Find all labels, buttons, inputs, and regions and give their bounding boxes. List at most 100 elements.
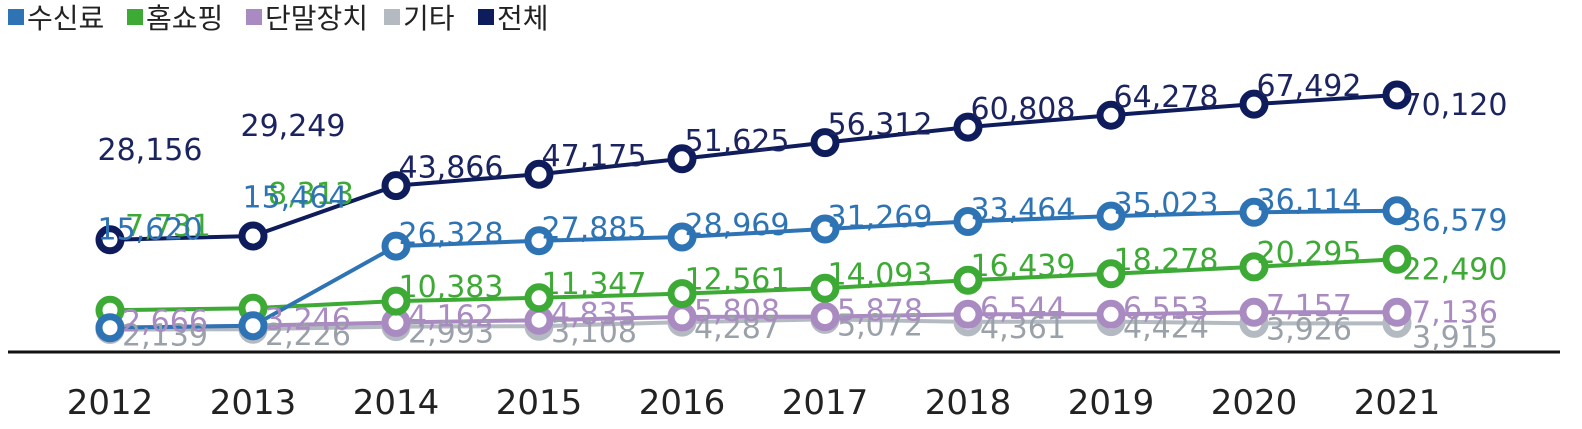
point-total-2020	[1239, 89, 1269, 119]
label-devices-2020: 7,157	[1266, 289, 1352, 324]
legend-label-total: 전체	[497, 2, 549, 35]
label-total-2016: 51,625	[685, 124, 790, 159]
label-other-2013: 2,226	[265, 318, 351, 353]
point-subscription-2014	[381, 231, 411, 261]
label-devices-2012: 2,666	[122, 305, 208, 340]
point-homeshopping-2016	[667, 279, 697, 309]
label-devices-2016: 5,808	[694, 294, 780, 329]
label-total-2018: 60,808	[971, 92, 1076, 127]
series-lines	[109, 93, 1398, 332]
x-tick-2018: 2018	[925, 383, 1012, 423]
label-homeshopping-2021: 22,490	[1403, 252, 1508, 287]
label-devices-2018: 6,544	[980, 291, 1066, 326]
point-subscription-2016	[667, 222, 697, 252]
label-subscription-2020: 36,114	[1257, 183, 1362, 218]
line-other	[109, 317, 1397, 332]
point-homeshopping-2021	[1382, 244, 1412, 274]
point-subscription-2012	[95, 313, 125, 343]
point-devices-2019	[1096, 299, 1126, 329]
label-other-2018: 4,361	[980, 311, 1066, 346]
legend-swatch-homeshopping	[127, 9, 143, 25]
label-devices-2019: 6,553	[1123, 291, 1209, 326]
label-total-2015: 47,175	[542, 139, 647, 174]
point-subscription-2015	[524, 226, 554, 256]
label-total-2019: 64,278	[1114, 80, 1219, 115]
label-total-2013: 29,249	[241, 109, 346, 144]
label-other-2012: 2,139	[122, 319, 208, 354]
label-homeshopping-2014: 10,383	[399, 270, 504, 305]
point-homeshopping-2014	[381, 286, 411, 316]
label-homeshopping-2012: 7,731	[125, 209, 211, 244]
label-homeshopping-2020: 20,295	[1257, 236, 1362, 271]
point-total-2016	[667, 144, 697, 174]
label-devices-2017: 5,878	[837, 294, 923, 329]
point-devices-2018	[953, 299, 983, 329]
label-other-2021: 3,915	[1412, 320, 1498, 355]
label-devices-2013: 3,246	[265, 303, 351, 338]
legend-swatch-total	[478, 9, 494, 25]
label-total-2020: 67,492	[1257, 69, 1362, 104]
point-subscription-2017	[810, 214, 840, 244]
x-tick-2017: 2017	[782, 383, 869, 423]
line-homeshopping	[109, 257, 1398, 313]
point-homeshopping-2020	[1239, 252, 1269, 282]
label-other-2015: 3,108	[551, 315, 637, 350]
x-tick-2012: 2012	[67, 383, 154, 423]
x-tick-2016: 2016	[639, 383, 726, 423]
line-total	[109, 93, 1398, 242]
label-subscription-2018: 33,464	[971, 193, 1076, 228]
label-other-2014: 2,993	[408, 316, 494, 351]
x-tick-2014: 2014	[353, 383, 440, 423]
point-subscription-2018	[953, 207, 983, 236]
label-other-2017: 5,072	[837, 308, 923, 343]
point-devices-2017	[810, 302, 840, 332]
label-devices-2021: 7,136	[1412, 295, 1498, 330]
point-subscription-2021	[1382, 196, 1412, 226]
label-homeshopping-2016: 12,561	[685, 263, 790, 298]
label-subscription-2015: 27,885	[542, 212, 647, 247]
point-homeshopping-2019	[1096, 259, 1126, 289]
data-labels: 2,139 2,226 2,993 3,108 4,287 5,072 4,361 4,424…	[98, 69, 1508, 355]
legend-label-other: 기타	[403, 2, 455, 35]
label-subscription-2013: 15,464	[243, 181, 348, 216]
point-total-2018	[953, 112, 983, 142]
x-tick-2015: 2015	[496, 383, 583, 423]
legend-swatch-subscription	[8, 9, 24, 25]
legend: 수신료 홈쇼핑 단말장치 기타 전체	[8, 2, 549, 35]
point-total-2014	[381, 171, 411, 201]
label-other-2020: 3,926	[1266, 312, 1352, 347]
point-subscription-2019	[1096, 201, 1126, 231]
x-axis-ticks: 2012 2013 2014 2015 2016 2017 2018 2019 2020 2021	[67, 383, 1441, 423]
label-homeshopping-2015: 11,347	[542, 267, 647, 302]
label-subscription-2017: 31,269	[828, 200, 933, 235]
label-homeshopping-2013: 8,313	[268, 177, 354, 212]
label-homeshopping-2017: 14,093	[828, 257, 933, 292]
label-total-2012: 28,156	[98, 133, 203, 168]
legend-label-homeshopping: 홈쇼핑	[146, 2, 223, 35]
legend-swatch-other	[384, 9, 400, 25]
point-total-2015	[524, 159, 554, 189]
label-subscription-2012: 15,620	[98, 213, 203, 248]
label-subscription-2016: 28,969	[685, 208, 790, 243]
x-tick-2019: 2019	[1068, 383, 1155, 423]
label-total-2021: 70,120	[1403, 88, 1508, 123]
label-subscription-2019: 35,023	[1114, 187, 1219, 222]
point-devices-2020	[1239, 297, 1269, 327]
label-other-2019: 4,424	[1123, 311, 1209, 346]
point-total-2012	[95, 225, 125, 255]
label-devices-2015: 4,835	[551, 297, 637, 332]
legend-label-devices: 단말장치	[265, 2, 368, 35]
x-tick-2020: 2020	[1211, 383, 1298, 423]
point-subscription-2020	[1239, 197, 1269, 227]
point-homeshopping-2017	[810, 273, 840, 303]
point-homeshopping-2018	[953, 265, 983, 295]
legend-label-subscription: 수신료	[27, 2, 104, 35]
x-tick-2013: 2013	[210, 383, 297, 423]
point-devices-2016	[667, 302, 697, 332]
point-devices-2015	[524, 305, 554, 335]
legend-swatch-devices	[246, 9, 262, 25]
label-total-2014: 43,866	[399, 151, 504, 186]
label-homeshopping-2018: 16,439	[971, 249, 1076, 284]
point-total-2013	[238, 221, 268, 251]
